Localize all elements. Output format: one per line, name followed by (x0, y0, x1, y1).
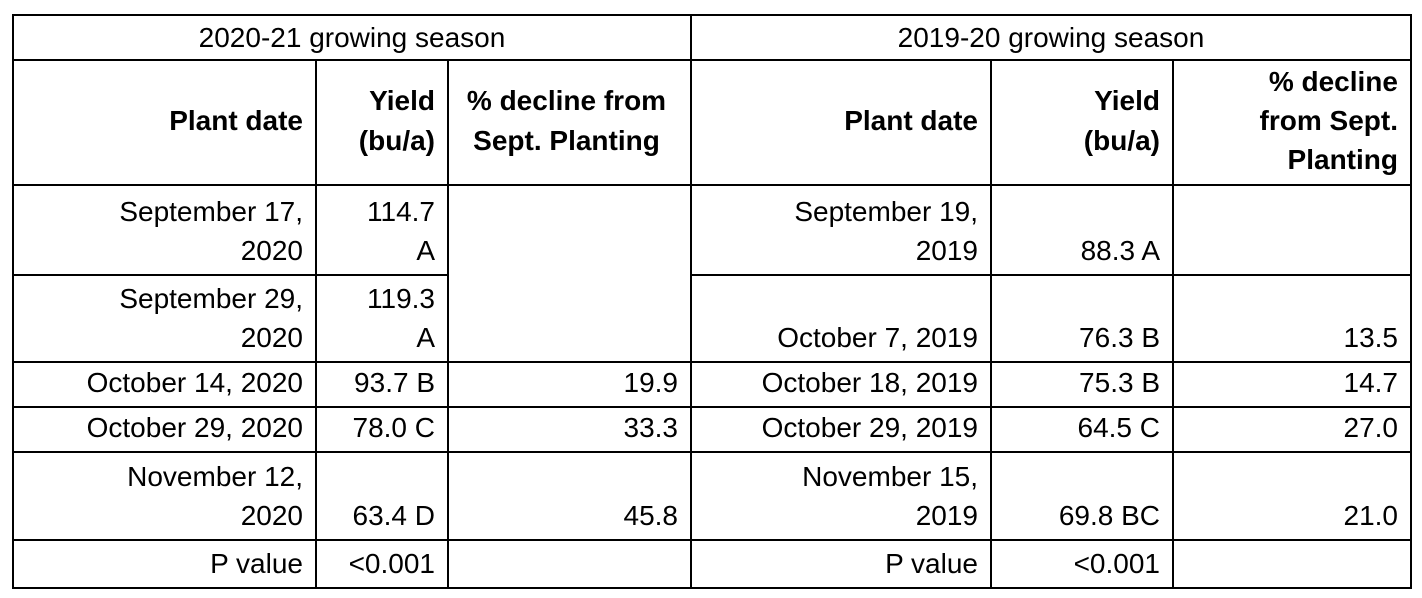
yield-cell: 88.3 A (990, 184, 1174, 276)
plant-date-cell: October 18, 2019 (690, 360, 992, 409)
table-row: October 18, 2019 75.3 B 14.7 (690, 360, 1412, 409)
decline-cell (447, 539, 692, 590)
yield-cell: 75.3 B (990, 360, 1174, 409)
plant-date-cell: September 19, 2019 (690, 184, 992, 276)
decline-cell: 13.5 (1172, 274, 1412, 363)
table-row: November 12, 2020 63.4 D 45.8 (12, 451, 692, 542)
p-value-cell: <0.001 (315, 539, 449, 590)
decline-cell: 19.9 (447, 360, 692, 409)
yield-cell: 64.5 C (990, 406, 1174, 454)
plant-date-cell: October 29, 2020 (12, 406, 317, 454)
table-row: September 19, 2019 88.3 A (690, 184, 1412, 276)
plant-date-cell: November 15, 2019 (690, 451, 992, 542)
p-value-cell: <0.001 (990, 539, 1174, 590)
yield-cell: 93.7 B (315, 360, 449, 409)
yield-header: Yield (bu/a) (990, 59, 1174, 186)
decline-cell: 21.0 (1172, 451, 1412, 542)
table-row: September 17, 2020 114.7 A (12, 184, 692, 363)
yield-cell: 119.3 A (315, 274, 449, 363)
season-table-2020-21: 2020-21 growing season Plant date Yield … (12, 14, 692, 590)
decline-cell: 33.3 (447, 406, 692, 454)
table-row: November 15, 2019 69.8 BC 21.0 (690, 451, 1412, 542)
p-value-row: P value <0.001 (690, 539, 1412, 590)
table-row: October 14, 2020 93.7 B 19.9 (12, 360, 692, 409)
table-row: October 29, 2019 64.5 C 27.0 (690, 406, 1412, 454)
decline-cell (1172, 539, 1412, 590)
yield-cell: 114.7 A (315, 184, 449, 276)
season-table-2019-20: 2019-20 growing season Plant date Yield … (690, 14, 1412, 590)
p-value-row: P value <0.001 (12, 539, 692, 590)
decline-header: % decline from Sept. Planting (1172, 59, 1412, 186)
yield-cell: 76.3 B (990, 274, 1174, 363)
table-row: September 29, 2020 119.3 A (12, 274, 691, 363)
plant-date-header: Plant date (690, 59, 992, 186)
plant-date-cell: October 7, 2019 (690, 274, 992, 363)
yield-cell: 69.8 BC (990, 451, 1174, 542)
plant-date-cell: November 12, 2020 (12, 451, 317, 542)
decline-header: % decline from Sept. Planting (447, 59, 692, 186)
table-row: October 7, 2019 76.3 B 13.5 (690, 274, 1412, 363)
plant-date-cell: September 29, 2020 (12, 274, 317, 363)
table-row: October 29, 2020 78.0 C 33.3 (12, 406, 692, 454)
season-title-2020-21: 2020-21 growing season (12, 14, 692, 61)
yield-cell: 63.4 D (315, 451, 449, 542)
p-value-label: P value (12, 539, 317, 590)
decline-cell: 27.0 (1172, 406, 1412, 454)
p-value-label: P value (690, 539, 992, 590)
yield-comparison-tables: 2020-21 growing season Plant date Yield … (12, 14, 1412, 590)
yield-cell: 78.0 C (315, 406, 449, 454)
decline-cell: 45.8 (447, 451, 692, 542)
decline-cell: 14.7 (1172, 360, 1412, 409)
plant-date-header: Plant date (12, 59, 317, 186)
plant-date-cell: October 29, 2019 (690, 406, 992, 454)
yield-header: Yield (bu/a) (315, 59, 449, 186)
plant-date-cell: September 17, 2020 (12, 184, 317, 276)
season-title-2019-20: 2019-20 growing season (690, 14, 1412, 61)
plant-date-cell: October 14, 2020 (12, 360, 317, 409)
decline-cell (1172, 184, 1412, 276)
decline-cell-merged (447, 184, 692, 363)
